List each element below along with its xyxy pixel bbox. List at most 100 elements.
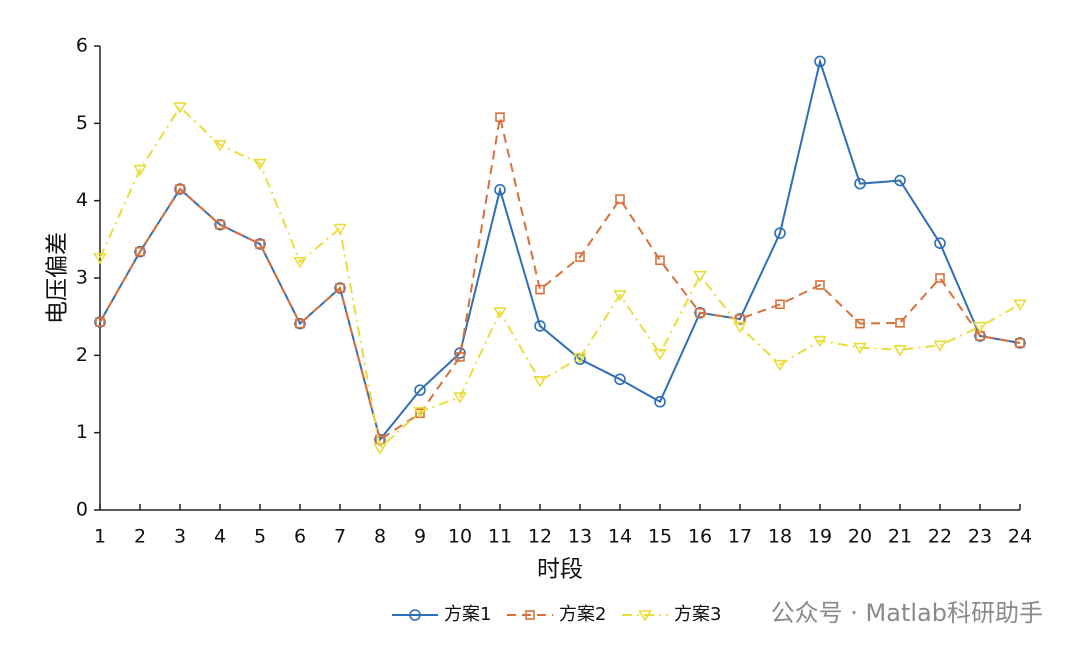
x-tick-label: 16	[688, 526, 712, 548]
x-tick-label: 22	[928, 526, 952, 548]
point-marker	[815, 280, 825, 290]
point-marker	[533, 376, 547, 388]
point-marker	[894, 174, 906, 187]
point-marker	[135, 246, 145, 257]
x-tick-label: 6	[294, 526, 306, 548]
point-marker	[414, 384, 426, 396]
x-tick-label: 23	[968, 526, 992, 548]
x-tick-label: 19	[808, 526, 832, 548]
point-marker	[94, 316, 106, 328]
point-marker	[93, 253, 107, 265]
y-tick-label: 2	[76, 344, 88, 366]
point-marker	[1013, 299, 1027, 311]
point-marker	[1015, 338, 1025, 348]
point-marker	[615, 194, 625, 204]
point-marker	[774, 227, 786, 239]
x-tick-label: 21	[888, 526, 912, 548]
point-marker	[95, 317, 105, 327]
point-marker	[174, 183, 186, 195]
point-marker	[573, 352, 587, 365]
point-marker	[614, 373, 626, 386]
point-marker	[535, 284, 545, 295]
point-marker	[653, 348, 667, 361]
point-marker	[895, 318, 905, 328]
series-line	[99, 105, 1021, 451]
point-marker	[333, 223, 347, 236]
legend-text: 方案3	[674, 604, 721, 625]
point-marker	[455, 352, 465, 362]
point-marker	[253, 158, 267, 171]
x-tick-label: 10	[448, 526, 472, 548]
x-tick-label: 2	[134, 526, 146, 548]
point-marker	[654, 395, 666, 408]
point-marker	[133, 164, 147, 177]
point-marker	[334, 282, 346, 294]
point-marker	[534, 320, 546, 332]
point-marker	[933, 340, 947, 352]
x-tick-label: 1	[94, 526, 106, 548]
point-marker	[854, 177, 866, 190]
x-tick-label: 13	[568, 526, 592, 548]
point-marker	[254, 238, 266, 250]
series-line	[99, 116, 1021, 442]
point-marker	[214, 218, 226, 231]
legend-marker	[638, 610, 652, 622]
watermark: 公众号 · Matlab科研助手	[771, 599, 1043, 627]
series-line	[99, 57, 1021, 442]
point-marker	[655, 255, 665, 266]
point-marker	[853, 342, 867, 355]
legend-text: 方案2	[559, 604, 606, 625]
point-marker	[495, 112, 505, 122]
point-marker	[814, 55, 826, 68]
point-marker	[453, 392, 467, 404]
point-marker	[893, 345, 907, 357]
y-tick-label: 0	[76, 499, 88, 521]
point-marker	[255, 239, 265, 249]
x-tick-label: 9	[414, 526, 426, 548]
x-tick-label: 17	[728, 526, 752, 548]
point-marker	[973, 321, 987, 334]
point-marker	[134, 245, 146, 258]
x-tick-label: 4	[214, 526, 226, 548]
y-tick-label: 4	[76, 189, 88, 211]
x-tick-label: 11	[488, 526, 512, 548]
point-marker	[213, 140, 227, 152]
point-marker	[613, 290, 627, 302]
y-tick-label: 6	[76, 35, 88, 57]
x-tick-label: 24	[1008, 526, 1032, 548]
point-marker	[773, 359, 787, 372]
point-marker	[173, 102, 187, 114]
x-tick-label: 7	[334, 526, 346, 548]
point-marker	[693, 270, 707, 283]
point-marker	[695, 307, 705, 318]
y-tick-label: 3	[76, 267, 88, 289]
point-marker	[373, 443, 387, 455]
y-tick-label: 5	[76, 112, 88, 134]
x-tick-label: 15	[648, 526, 672, 548]
y-axis-title: 电压偏差	[45, 232, 71, 324]
point-marker	[775, 299, 785, 310]
x-tick-label: 20	[848, 526, 872, 548]
point-marker	[575, 252, 585, 262]
point-marker	[215, 219, 225, 230]
point-marker	[855, 318, 865, 329]
x-axis-title: 时段	[537, 557, 583, 583]
x-tick-label: 5	[254, 526, 266, 548]
point-marker	[934, 237, 946, 249]
legend-marker	[525, 610, 535, 620]
x-tick-label: 18	[768, 526, 792, 548]
point-marker	[813, 335, 827, 348]
x-tick-label: 8	[374, 526, 386, 548]
point-marker	[494, 184, 506, 196]
legend-text: 方案1	[444, 604, 491, 625]
point-marker	[733, 321, 747, 334]
x-tick-label: 14	[608, 526, 632, 548]
point-marker	[935, 273, 945, 283]
x-tick-label: 12	[528, 526, 552, 548]
point-marker	[293, 256, 307, 269]
point-marker	[294, 317, 306, 330]
point-marker	[413, 406, 427, 419]
point-marker	[295, 318, 305, 329]
x-tick-label: 3	[174, 526, 186, 548]
